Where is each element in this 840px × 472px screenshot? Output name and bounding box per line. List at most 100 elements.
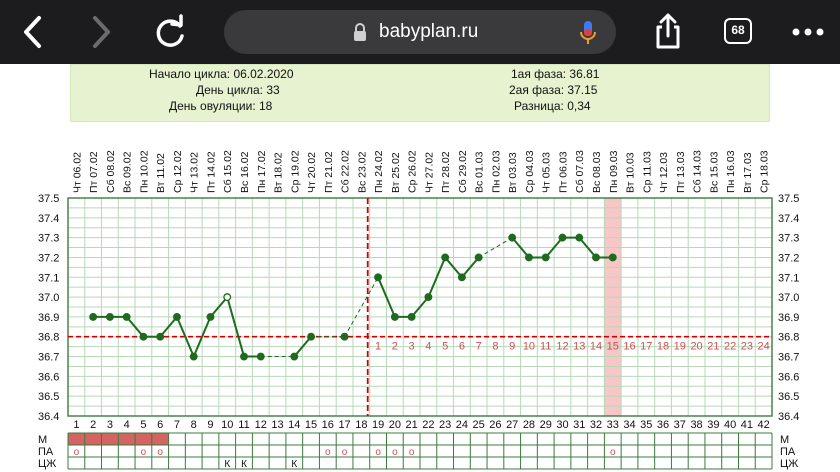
day-number-label: 30 xyxy=(556,419,568,431)
back-icon[interactable] xyxy=(14,12,54,52)
address-bar[interactable]: babyplan.ru xyxy=(224,10,616,54)
phase2-day-number: 5 xyxy=(442,341,448,353)
pa-marker: o xyxy=(409,447,415,458)
day-number-label: 1 xyxy=(73,419,79,431)
phase2-day-number: 24 xyxy=(757,341,769,353)
more-icon[interactable] xyxy=(788,12,828,52)
date-label: Пт 07.02 xyxy=(88,151,100,193)
temperature-point xyxy=(424,293,433,302)
microphone-icon[interactable] xyxy=(580,20,596,46)
menstruation-cell xyxy=(68,433,85,445)
phase2-day-number: 20 xyxy=(690,341,702,353)
phase2-day-number: 12 xyxy=(556,341,568,353)
cm-marker: К xyxy=(241,459,247,470)
day-number-label: 21 xyxy=(405,419,417,431)
temperature-point xyxy=(592,253,600,262)
y-tick-label-right: 36.5 xyxy=(778,391,799,403)
pa-marker: o xyxy=(325,447,331,458)
temperature-point xyxy=(608,253,617,262)
date-label: Чт 12.03 xyxy=(658,152,670,193)
temperature-point xyxy=(105,312,114,321)
browser-toolbar: babyplan.ru 68 xyxy=(0,0,840,64)
row-label-left: М xyxy=(38,434,47,446)
web-page: Начало цикла: 06.02.2020 День цикла: 33 … xyxy=(0,64,840,472)
phase2-day-number: 10 xyxy=(523,341,535,353)
phase2-day-number: 19 xyxy=(674,341,686,353)
temperature-point xyxy=(290,352,299,361)
date-label: Чт 05.03 xyxy=(541,152,553,193)
date-label: Вс 01.03 xyxy=(474,151,486,193)
temperature-point xyxy=(156,332,165,341)
date-label: Пт 28.02 xyxy=(440,151,452,193)
row-label-left: ПА xyxy=(38,446,54,458)
phase2-day-number: 14 xyxy=(590,341,602,353)
temperature-point xyxy=(474,253,483,262)
bbt-chart: 37.5 37.5 37.4 37.4 37.3 37.3 37.2 37.2 37.1 37.1… xyxy=(38,150,799,470)
pa-marker: o xyxy=(392,447,398,458)
share-icon[interactable] xyxy=(648,12,688,52)
phase2-temp: 2ая фаза: 37.15 xyxy=(509,83,598,97)
date-label: Вс 15.03 xyxy=(708,151,720,193)
date-label: Вт 25.02 xyxy=(390,152,402,193)
date-label: Вт 11.02 xyxy=(155,153,167,193)
date-label: Чт 20.02 xyxy=(306,152,318,193)
date-label: Сб 07.03 xyxy=(574,150,586,193)
date-label: Ср 11.03 xyxy=(641,151,653,193)
day-number-label: 19 xyxy=(372,419,384,431)
temperature-point xyxy=(541,253,550,262)
y-tick-label-right: 37.3 xyxy=(778,233,799,245)
date-label: Вт 10.03 xyxy=(625,152,637,193)
row-label-left: ЦЖ xyxy=(38,458,56,470)
date-label: Ср 12.02 xyxy=(172,150,184,193)
date-label: Вс 09.02 xyxy=(122,151,134,193)
y-tick-label-left: 36.5 xyxy=(38,391,59,403)
temperature-segment xyxy=(544,236,564,259)
day-number-label: 40 xyxy=(724,419,736,431)
date-label: Пн 17.02 xyxy=(256,150,268,193)
temperature-point xyxy=(122,312,131,321)
temperature-point xyxy=(139,332,148,341)
tabs-icon[interactable]: 68 xyxy=(724,18,752,44)
day-number-label: 12 xyxy=(255,419,267,431)
y-tick-label-left: 36.4 xyxy=(38,411,59,423)
temperature-segment xyxy=(125,316,145,338)
date-label: Пт 06.03 xyxy=(557,151,569,193)
day-number-label: 37 xyxy=(674,419,686,431)
day-number-label: 35 xyxy=(640,419,652,431)
menstruation-cell xyxy=(135,433,152,445)
date-label: Сб 29.02 xyxy=(457,150,469,193)
y-tick-label-left: 37.2 xyxy=(38,252,59,264)
day-number-label: 31 xyxy=(573,419,585,431)
phase2-day-number: 21 xyxy=(707,341,719,353)
day-number-label: 2 xyxy=(90,419,96,431)
ovulation-day: День овуляции: 18 xyxy=(169,99,273,113)
temperature-point-open xyxy=(223,293,232,302)
temperature-point xyxy=(575,233,584,242)
y-tick-label-left: 36.6 xyxy=(38,371,59,383)
phase2-day-number: 7 xyxy=(476,341,482,353)
date-label: Вс 08.03 xyxy=(591,151,603,193)
date-label: Ср 04.03 xyxy=(524,150,536,193)
pa-marker: o xyxy=(141,447,147,458)
temperature-point xyxy=(240,352,248,361)
row-label-right: ПА xyxy=(780,446,796,458)
forward-icon[interactable] xyxy=(80,12,120,52)
temperature-point xyxy=(374,273,383,282)
y-tick-label-right: 36.9 xyxy=(778,312,799,324)
day-number-label: 41 xyxy=(741,419,753,431)
phase2-day-number: 4 xyxy=(425,341,431,353)
y-tick-label-right: 37.4 xyxy=(778,213,799,225)
row-label-right: М xyxy=(780,434,789,446)
phase2-day-number: 1 xyxy=(375,341,381,353)
pa-marker: o xyxy=(610,447,616,458)
y-tick-label-right: 36.7 xyxy=(778,352,799,364)
day-number-label: 10 xyxy=(221,419,233,431)
temp-difference: Разница: 0,34 xyxy=(514,99,591,113)
day-number-label: 16 xyxy=(322,419,334,431)
y-tick-label-left: 37.1 xyxy=(38,272,59,284)
day-number-label: 26 xyxy=(489,419,501,431)
date-label: Вт 18.02 xyxy=(273,152,285,193)
date-label: Пт 14.02 xyxy=(205,151,217,193)
date-label: Чт 06.02 xyxy=(71,152,83,193)
reload-icon[interactable] xyxy=(150,12,190,52)
